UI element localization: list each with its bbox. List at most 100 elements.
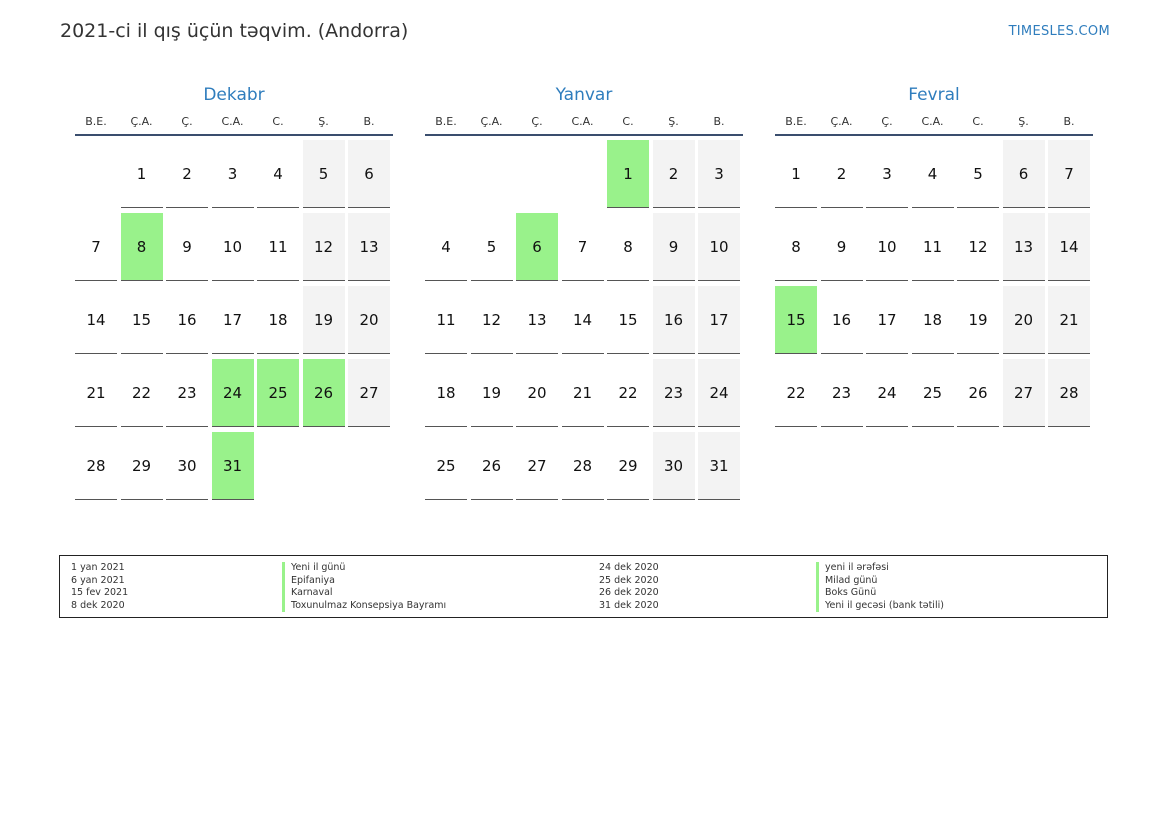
weekday-label: C. [272,115,284,128]
day-cell: 1 [120,140,163,208]
legend-holiday-name: Toxunulmaz Konsepsiya Bayramı [282,599,446,612]
day-cell: 2 [166,140,208,208]
day-cell: 2 [652,140,695,208]
day-cell: 26 [470,432,513,500]
empty-cell [75,140,117,208]
weekday-label: Ç. [181,115,193,128]
legend-dates-left: 1 yan 2021 6 yan 2021 15 fev 2021 8 dek … [71,562,128,612]
weekday-label: C.A. [571,115,594,128]
day-cell: 29 [120,432,163,500]
day-cell: 19 [302,286,345,354]
legend-holiday-name: Yeni il gecəsi (bank tətili) [816,599,944,612]
empty-cell [562,140,604,208]
month-yanvar: Yanvar B.E. Ç.A. Ç. C.A. C. Ş. B. 1 2 3 4 5 6 7 8 9 10 1… [425,82,743,500]
legend-date: 1 yan 2021 [71,562,125,573]
month-name: Fevral [908,85,960,105]
day-cell: 5 [957,140,999,208]
weekday-label: C.A. [921,115,944,128]
day-cell: 9 [820,213,863,281]
legend-holiday-name: yeni il ərəfəsi [816,562,944,575]
day-cell: 25 [911,359,954,427]
day-cell: 2 [820,140,863,208]
holiday-legend: 1 yan 2021 6 yan 2021 15 fev 2021 8 dek … [59,555,1108,618]
day-cell: 13 [1002,213,1045,281]
day-cell: 31 [698,432,740,500]
day-cell: 5 [470,213,513,281]
weekday-label: Ş. [318,115,329,128]
day-cell: 20 [1002,286,1045,354]
weekday-label: B. [1063,115,1075,128]
day-cell: 14 [561,286,604,354]
day-cell: 3 [698,140,740,208]
legend-date: 26 dek 2020 [599,587,659,598]
holiday-day-cell: 24 [211,359,254,427]
weekday-label: B.E. [85,115,107,128]
day-cell: 3 [866,140,908,208]
weekday-label: Ç.A. [830,115,853,128]
day-cell: 11 [257,213,299,281]
month-name: Dekabr [203,85,265,105]
month-dekabr: Dekabr B.E. Ç.A. Ç. C.A. C. Ş. B. 1 2 3 4 5 6 7 8 9 10 1… [75,82,393,500]
day-cell: 25 [425,432,467,500]
weekday-label: Ç. [531,115,543,128]
legend-date: 24 dek 2020 [599,562,659,573]
site-link[interactable]: TIMESLES.COM [1008,24,1110,39]
day-cell: 29 [607,432,649,500]
day-cell: 15 [120,286,163,354]
day-cell: 7 [1048,140,1090,208]
day-cell: 7 [75,213,117,281]
holiday-day-cell: 31 [211,432,254,500]
day-cell: 4 [257,140,299,208]
day-cell: 10 [866,213,908,281]
day-cell: 20 [348,286,390,354]
weekday-label: B.E. [785,115,807,128]
empty-cell [425,140,467,208]
day-cell: 30 [166,432,208,500]
legend-names-left: Yeni il günü Epifaniya Karnaval Toxunulm… [282,562,446,612]
day-cell: 28 [1048,359,1090,427]
holiday-day-cell: 25 [257,359,299,427]
weekday-label: Ş. [668,115,679,128]
day-cell: 12 [957,213,999,281]
legend-holiday-name: Epifaniya [282,574,446,587]
day-cell: 24 [866,359,908,427]
day-cell: 5 [302,140,345,208]
day-cell: 8 [607,213,649,281]
holiday-day-cell: 15 [775,286,817,354]
days-grid: 1 2 3 4 5 6 7 8 9 10 11 12 13 14 15 16 17 18 19 20 21 22 23 24 2… [75,140,393,500]
day-cell: 9 [166,213,208,281]
day-cell: 21 [561,359,604,427]
day-cell: 30 [652,432,695,500]
legend-date: 6 yan 2021 [71,574,125,586]
legend-holiday-name: Milad günü [816,574,944,587]
day-cell: 15 [607,286,649,354]
weekday-header: B.E. Ç.A. Ç. C.A. C. Ş. B. [775,115,1093,136]
weekday-label: C. [622,115,634,128]
day-cell: 26 [957,359,999,427]
day-cell: 23 [166,359,208,427]
day-cell: 9 [652,213,695,281]
weekday-header: B.E. Ç.A. Ç. C.A. C. Ş. B. [425,115,743,136]
day-cell: 1 [775,140,817,208]
weekday-header: B.E. Ç.A. Ç. C.A. C. Ş. B. [75,115,393,136]
legend-dates-right: 24 dek 2020 25 dek 2020 26 dek 2020 31 d… [599,562,659,612]
legend-holiday-name: Yeni il günü [282,562,446,575]
day-cell: 4 [911,140,954,208]
day-cell: 18 [425,359,467,427]
legend-holiday-name: Boks Günü [816,587,944,600]
day-cell: 11 [911,213,954,281]
day-cell: 6 [1002,140,1045,208]
day-cell: 10 [211,213,254,281]
day-cell: 24 [698,359,740,427]
legend-date: 25 dek 2020 [599,574,659,586]
day-cell: 28 [75,432,117,500]
legend-date: 8 dek 2020 [71,599,125,611]
days-grid: 1 2 3 4 5 6 7 8 9 10 11 12 13 14 15 16 17 18 19 20 21 22 23 24 2… [425,140,743,500]
day-cell: 21 [1048,286,1090,354]
day-cell: 12 [302,213,345,281]
day-cell: 17 [211,286,254,354]
day-cell: 14 [75,286,117,354]
day-cell: 18 [257,286,299,354]
day-cell: 17 [698,286,740,354]
day-cell: 17 [866,286,908,354]
